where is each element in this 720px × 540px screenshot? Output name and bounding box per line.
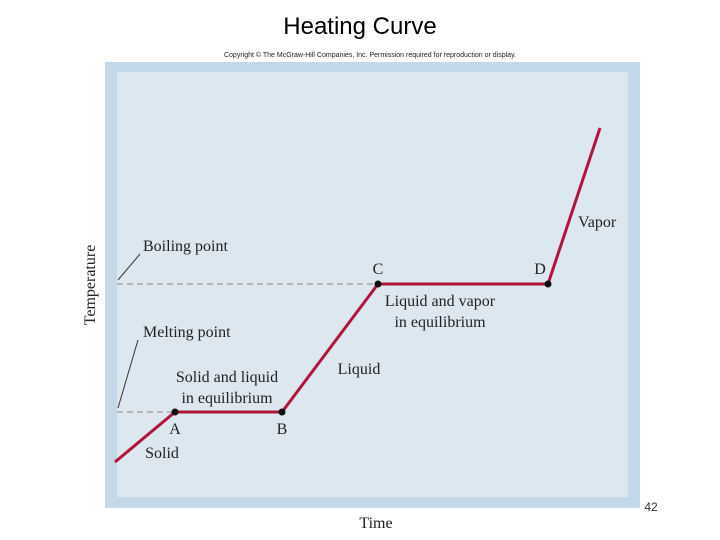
x-axis-label: Time — [359, 515, 392, 532]
point — [544, 280, 552, 288]
point — [278, 408, 286, 416]
point-label: D — [534, 261, 546, 278]
annotation: Solid — [145, 445, 179, 462]
point — [171, 408, 179, 416]
point-label: B — [277, 421, 288, 438]
annotation: Melting point — [143, 324, 231, 341]
point — [374, 280, 382, 288]
page-number: 42 — [644, 500, 658, 514]
annotation: Vapor — [578, 214, 617, 231]
slide-title: Heating Curve — [283, 13, 436, 40]
leader — [117, 253, 141, 281]
leaders — [117, 253, 141, 409]
annotation: Liquid — [338, 361, 381, 378]
copyright: Copyright © The McGraw-Hill Companies, I… — [224, 51, 516, 59]
points — [171, 280, 552, 416]
annotation: Boiling point — [143, 238, 228, 255]
annotation: Solid and liquid — [176, 369, 278, 386]
annotation: in equilibrium — [394, 314, 486, 331]
y-axis-label: Temperature — [82, 245, 99, 326]
guide-lines — [117, 283, 378, 413]
leader — [117, 339, 139, 409]
annotation: in equilibrium — [181, 390, 273, 407]
annotation: Liquid and vapor — [385, 293, 496, 310]
point-label: A — [169, 421, 181, 438]
point-label: C — [373, 261, 384, 278]
heating-curve — [114, 127, 602, 464]
